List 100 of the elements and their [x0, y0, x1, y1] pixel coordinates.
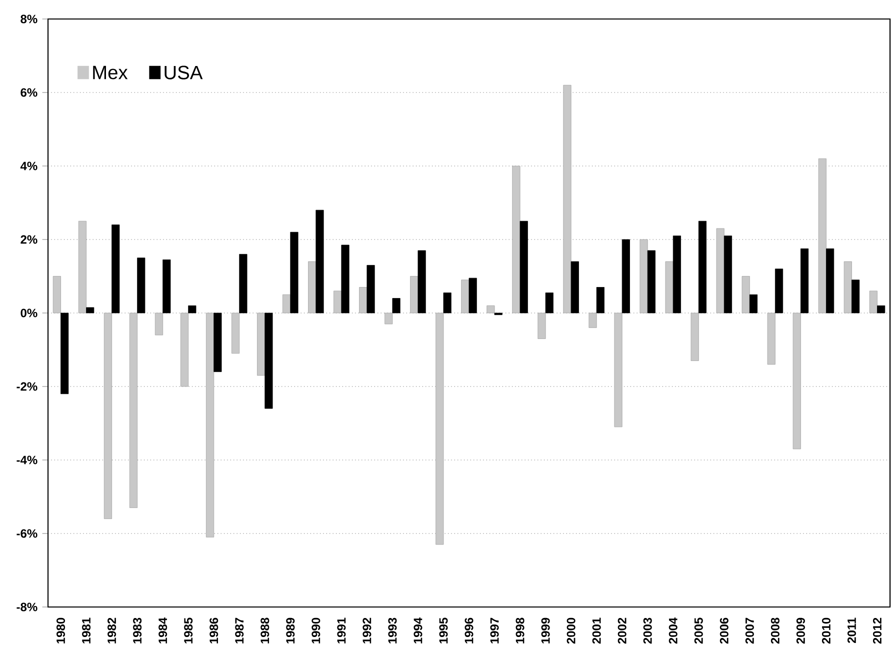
bar: [384, 312, 393, 324]
bar: [78, 220, 86, 314]
bar: [698, 220, 706, 314]
bar: [232, 312, 240, 354]
y-tick-label: 4%: [20, 162, 38, 170]
x-tick-label: 2005: [694, 618, 703, 644]
x-tick-label: 1996: [464, 618, 474, 644]
x-tick-label: 1997: [490, 618, 499, 644]
x-tick-label: 1982: [108, 618, 116, 644]
bar: [672, 236, 681, 314]
bar: [749, 294, 758, 314]
bar: [334, 290, 342, 314]
bar: [614, 312, 622, 428]
x-tick-label: 1988: [260, 618, 270, 644]
bar: [690, 312, 699, 361]
bar: [112, 224, 120, 314]
bar: [461, 280, 470, 314]
bar: [154, 312, 164, 336]
x-tick-label: 2006: [720, 618, 728, 644]
bar: [60, 312, 69, 394]
x-tick-label: 2012: [872, 618, 882, 644]
y-tick-label: 0%: [20, 308, 38, 318]
x-tick-label: 1998: [516, 618, 524, 644]
bar: [188, 305, 196, 314]
bar: [257, 312, 266, 376]
bar: [869, 290, 878, 314]
x-tick-label: 2004: [668, 617, 678, 644]
bar: [852, 280, 860, 314]
bar: [716, 228, 724, 314]
x-tick-label: 2002: [618, 618, 626, 644]
legend-label: Mex: [93, 66, 128, 80]
bar: [640, 239, 648, 314]
bar: [366, 265, 375, 314]
bar: [52, 276, 61, 314]
x-tick-label: 1980: [56, 618, 66, 644]
x-tick-label: 2010: [822, 618, 830, 644]
bar: [282, 294, 291, 314]
x-tick-label: 1986: [210, 618, 218, 644]
bar: [410, 276, 418, 314]
bar: [129, 312, 138, 508]
bar: [264, 312, 273, 409]
x-tick-label: 1999: [541, 618, 550, 644]
y-tick-label: -4%: [16, 456, 38, 464]
bar: [844, 261, 852, 314]
bar: [596, 287, 604, 314]
bar: [622, 239, 630, 314]
x-tick-label: 2007: [745, 618, 754, 644]
x-tick-label: 1993: [388, 618, 397, 644]
bar: [137, 258, 146, 314]
bar: [316, 210, 324, 314]
bar: [767, 312, 776, 365]
bar: [162, 260, 171, 314]
bar: [545, 292, 554, 314]
bar: [800, 248, 809, 314]
y-tick-label: -6%: [16, 529, 38, 538]
y-tick-label: 6%: [20, 88, 38, 97]
x-tick-label: 2001: [592, 618, 601, 644]
y-tick-label: 8%: [20, 14, 38, 24]
bar: [570, 261, 579, 314]
bar: [792, 312, 801, 450]
x-tick-label: 2000: [566, 618, 576, 644]
x-tick-label: 1985: [184, 618, 193, 644]
bar: [826, 248, 834, 314]
y-tick-label: 2%: [20, 235, 38, 244]
bar: [214, 312, 222, 372]
x-tick-label: 2011: [847, 618, 856, 643]
x-tick-label: 2009: [796, 618, 805, 644]
bar: [647, 250, 656, 314]
x-tick-label: 1987: [235, 618, 244, 644]
bar: [818, 158, 826, 314]
bar: [877, 305, 886, 314]
bar: [665, 261, 674, 314]
bar: [206, 312, 214, 538]
x-tick-label: 1992: [362, 618, 372, 644]
bar: [486, 305, 495, 314]
bar: [588, 312, 597, 328]
x-tick-label: 1994: [414, 617, 422, 644]
y-tick-label: -8%: [16, 602, 38, 612]
bar: [468, 278, 477, 314]
bar: [308, 261, 316, 314]
bar: [774, 268, 784, 314]
bar: [724, 236, 732, 314]
bar: [290, 232, 298, 314]
bar: [742, 276, 750, 314]
bar: [563, 84, 572, 314]
bar: [538, 312, 546, 339]
bar: [341, 244, 350, 314]
bar: [104, 312, 112, 519]
bar: [512, 166, 520, 314]
bar: [392, 298, 400, 314]
bar: [520, 220, 528, 314]
x-tick-label: 2003: [643, 618, 652, 644]
x-tick-label: 1989: [286, 618, 295, 644]
x-tick-label: 1990: [312, 618, 320, 644]
x-tick-label: 1984: [158, 617, 168, 644]
x-tick-label: 1991: [337, 618, 346, 644]
bar: [180, 312, 189, 387]
legend-label: USA: [164, 66, 203, 80]
y-tick-label: -2%: [16, 382, 38, 391]
bar: [359, 287, 368, 314]
